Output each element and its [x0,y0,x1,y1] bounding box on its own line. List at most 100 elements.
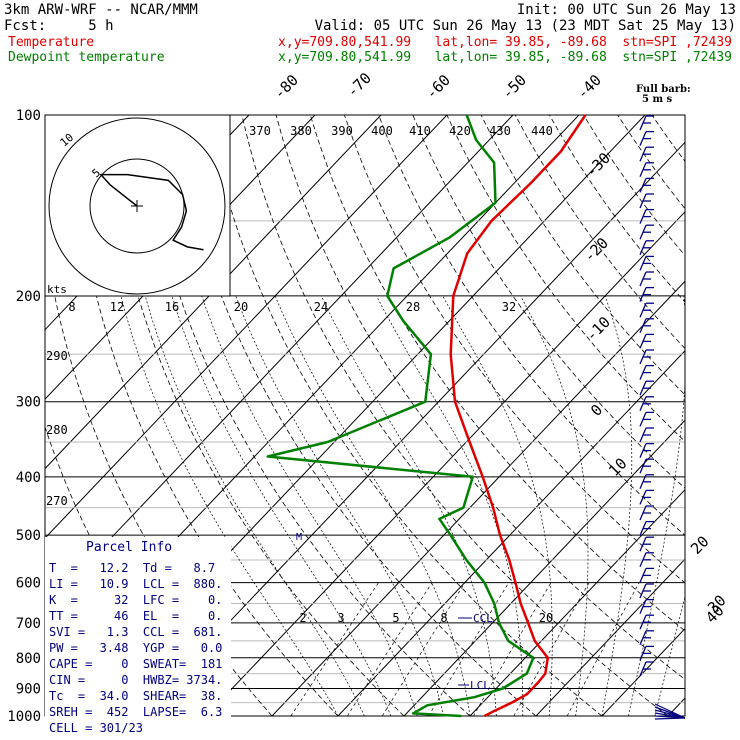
dry-adiabat-line [344,115,685,584]
mixing-ratio-label: 20 [539,611,553,625]
temperature-tick-label: -40 [573,71,605,103]
chart-grid [0,114,740,717]
isotherm-line [45,115,514,609]
dewpoint-location: x,y=709.80,541.99 lat,lon= 39.85, -89.68… [278,50,732,65]
temperature-tick-label: 0 [587,401,606,420]
mixing-ratio-label: 3 [337,611,344,625]
theta-label: 390 [331,124,353,138]
pw-label: 12 [110,300,124,314]
parcel-info-row: SREH = 452 LAPSE= 6.3 [49,705,223,719]
dry-adiabat-line [583,115,685,257]
valid-time: Valid: 05 UTC Sun 26 May 13 (23 MDT Sat … [314,18,736,34]
mixing-ratio-line [428,582,509,716]
lcl-annotation: LCL [470,679,490,692]
dewpoint-line [266,114,535,718]
temperature-tick-label: -20 [580,234,612,266]
isotherm-line [271,280,685,716]
mixing-ratio-line [566,582,640,716]
temperature-tick-label: 20 [687,532,713,558]
hodograph-ring-inner [89,158,185,254]
mixing-ratio-line [347,582,433,716]
pressure-tick-label: 500 [16,528,41,544]
parcel-info-row: TT = 46 EL = 0. [49,609,223,623]
isotherm-line [139,141,685,716]
parcel-info-panel: Parcel Info T = 12.2 Td = 8.7 LI = 10.9 L… [45,537,231,735]
theta-label: 380 [290,124,312,138]
temperature-location: x,y=709.80,541.99 lat,lon= 39.85, -89.68… [278,35,732,50]
moist-adiabat-line [321,295,497,716]
mixing-ratio-line [290,582,379,716]
temperature-tick-label: -70 [343,69,375,101]
pressure-tick-label: 200 [16,289,41,305]
isotherm-line [601,627,685,716]
parcel-info-row: CIN = 0 HWBZ= 3734. [49,673,223,687]
mixing-ratio-label: 2 [299,611,306,625]
temperature-tick-label: -10 [582,313,614,345]
mixing-ratio-line [382,582,466,716]
dewpoint-legend: Dewpoint temperature [8,50,165,65]
moist-adiabat-line [654,595,685,716]
moist-adiabat-line [274,295,471,716]
moist-adiabat-line [442,295,553,716]
moist-adiabat-line [376,295,524,716]
isotherm-line [535,558,685,716]
hodograph-units: kts [47,283,67,296]
forecast-hour: Fcst: 5 h [4,18,114,34]
pressure-tick-label: 1000 [7,709,41,725]
wind-barbs [639,115,686,720]
pressure-tick-label: 100 [16,108,41,124]
init-time: Init: 00 UTC Sun 26 May 13 [516,2,736,18]
moist-adiabat-line [520,295,589,716]
pw-label: 20 [234,300,248,314]
isotherm-line [469,488,685,716]
theta-e-label: 280 [46,423,68,437]
dry-adiabat-line [207,115,603,716]
pw-label: 32 [502,300,516,314]
temperature-tick-label: 10 [605,454,631,480]
dry-adiabat-line [514,115,685,350]
chart-series [266,114,587,718]
chart-frame [44,114,686,717]
dry-adiabat-line [617,115,685,210]
theta-label: 420 [449,124,471,138]
dry-adiabat-line [0,115,8,716]
pressure-tick-label: 800 [16,651,41,667]
moist-adiabat-line [601,295,633,716]
theta-label: 410 [409,124,431,138]
theta-label: 370 [249,124,271,138]
dry-adiabat-line [651,115,685,163]
parcel-info-row: Tc = 34.0 SHEAR= 38. [49,689,223,703]
isotherm-line [337,350,685,716]
dry-adiabat-line [720,115,740,716]
hodograph-ring-outer [48,117,226,295]
dry-adiabat-line [412,115,685,489]
temperature-line [449,114,587,718]
parcel-info-row: CAPE = 0 SWEAT= 181 [49,657,223,671]
temperature-legend: Temperature [8,35,95,50]
parcel-info-row: LI = 10.9 LCL = 880. [49,577,223,591]
wind-barb [654,717,686,720]
pw-label: 24 [314,300,328,314]
parcel-info-title: Parcel Info [86,540,173,555]
hodograph-trace [99,173,204,251]
theta-label: 430 [489,124,511,138]
theta-label: 400 [371,124,393,138]
isotherm-line [205,211,685,716]
parcel-info-row: K = 32 LFC = 0. [49,593,223,607]
moist-adiabat-line [201,295,418,716]
pressure-tick-label: 400 [16,470,41,486]
pressure-tick-label: 300 [16,395,41,411]
dry-adiabat-line [378,115,685,536]
ccl-annotation: CCL [473,612,493,625]
dry-adiabat-line [241,115,669,716]
moist-adiabat-line [120,295,339,716]
mixing-ratio-label: 8 [440,611,447,625]
temperature-tick-label: -60 [422,71,454,103]
isotherm-line [45,115,382,470]
mixing-ratio-label: 5 [392,611,399,625]
pw-label: 16 [165,300,179,314]
theta-e-label: 290 [46,349,68,363]
dry-adiabat-line [309,115,685,632]
parcel-info-row: PW = 3.48 YGP = 0.0 [49,641,223,655]
